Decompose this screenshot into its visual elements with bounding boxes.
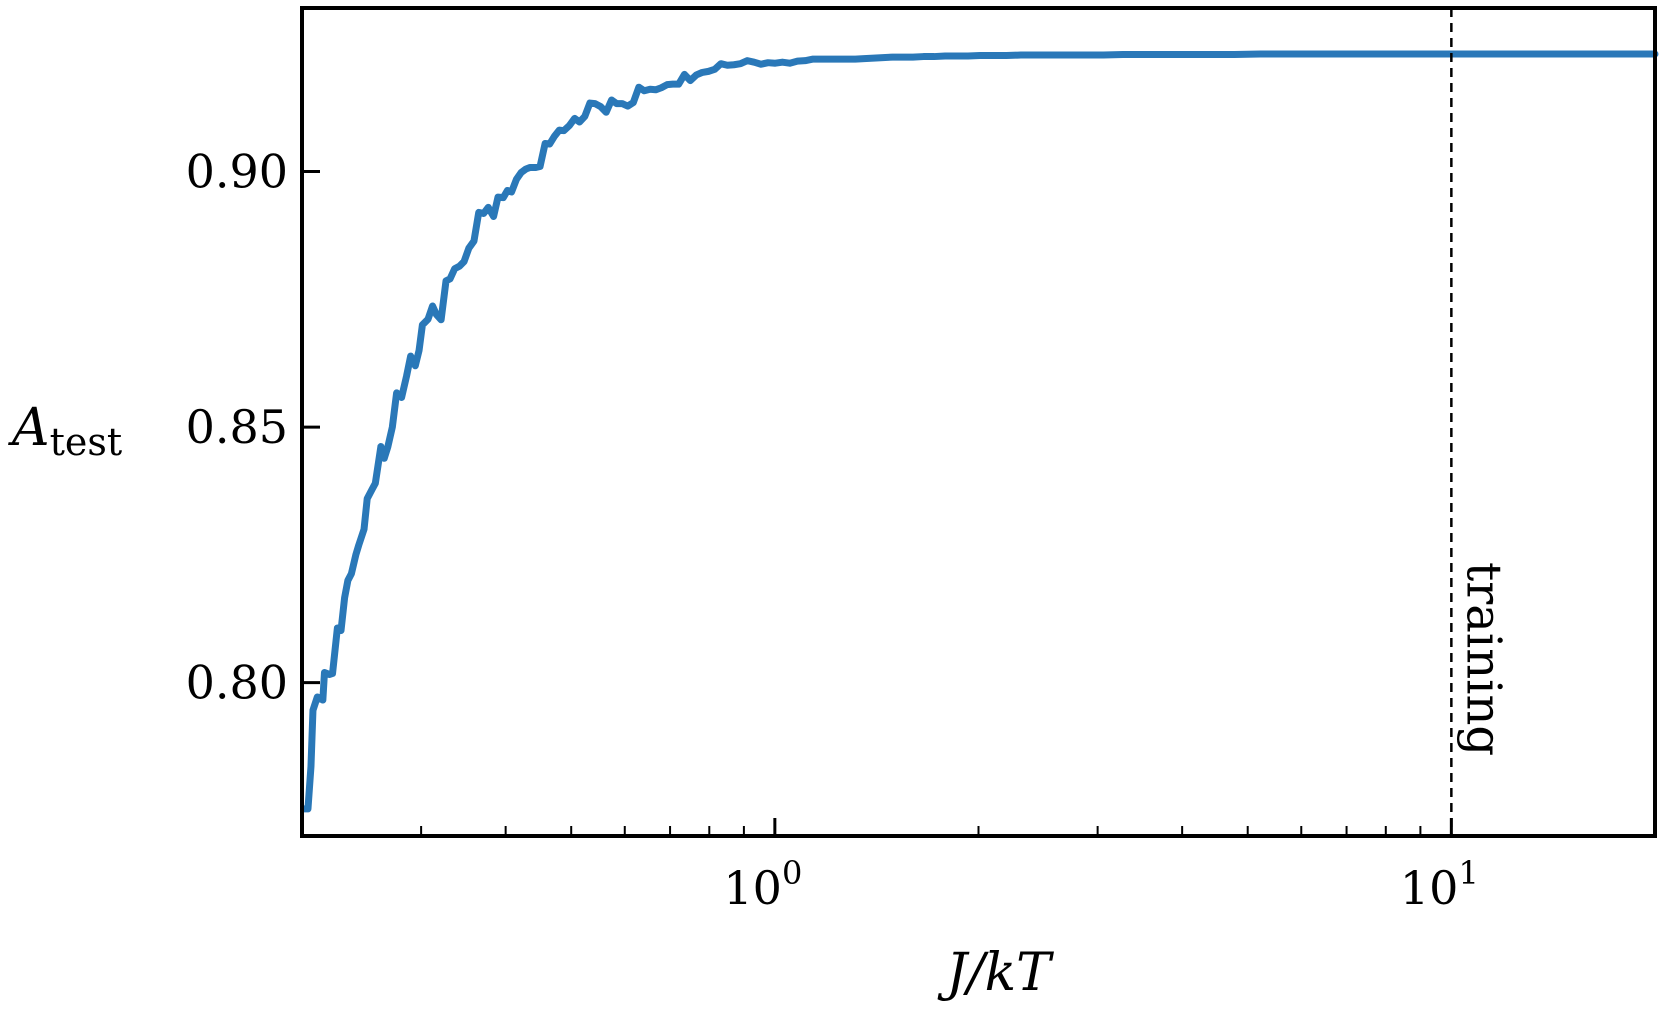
series-line-0 bbox=[300, 50, 1659, 813]
y-tick-label-1: 0.85 bbox=[186, 400, 288, 454]
y-tick-label-0: 0.80 bbox=[186, 656, 288, 710]
plot-frame bbox=[300, 6, 1657, 838]
y-axis-label: Atest bbox=[8, 398, 122, 464]
x-tick-label-0: 100 bbox=[723, 854, 802, 915]
x-axis-label: J/kT bbox=[937, 943, 1054, 1003]
reference-line-label: training bbox=[1455, 562, 1511, 756]
y-tick-label-2: 0.90 bbox=[186, 145, 288, 199]
x-tick-label-1: 101 bbox=[1400, 854, 1479, 915]
